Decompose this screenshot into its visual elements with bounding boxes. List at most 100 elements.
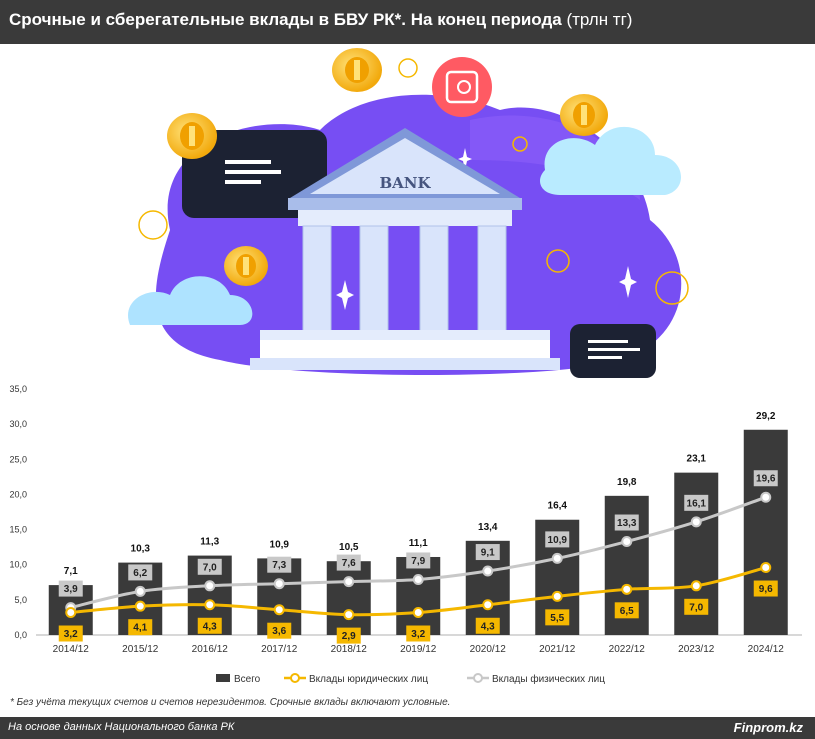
x-tick-label: 2015/12 <box>122 644 159 655</box>
legal-value-label: 2,9 <box>342 631 356 642</box>
chat-bubble-icon <box>182 130 327 218</box>
x-axis: 2014/12 2015/12 2016/12 2017/12 2018/12 2019/… <box>53 644 785 655</box>
bank-sign: BANK <box>379 174 431 192</box>
y-tick-label: 5,0 <box>14 595 27 605</box>
legal-value-label: 3,2 <box>411 629 425 640</box>
individual-point <box>690 516 702 528</box>
total-value-label: 19,8 <box>617 477 637 488</box>
individual-point <box>621 536 633 548</box>
safe-icon <box>432 57 492 117</box>
source-note: На основе данных Национального банка РК <box>8 721 235 733</box>
individual-label-box <box>58 580 83 597</box>
legend-label-total: Всего <box>234 674 261 685</box>
individual-value-label: 6,2 <box>133 568 147 579</box>
legal-label-box <box>684 598 709 615</box>
x-tick-label: 2023/12 <box>678 644 715 655</box>
x-tick-label: 2016/12 <box>192 644 229 655</box>
total-value-label: 16,4 <box>548 501 568 512</box>
bar-total <box>743 429 788 635</box>
legal-label-box <box>753 580 778 597</box>
legal-point <box>273 604 285 616</box>
footnote: * Без учёта текущих счетов и счетов нере… <box>10 697 451 708</box>
legal-label-box <box>58 625 83 642</box>
footer: На основе данных Национального банка РК … <box>0 717 815 739</box>
total-value-label: 23,1 <box>687 454 707 465</box>
brand-logo[interactable]: Finprom.kz <box>733 720 803 735</box>
total-value-label: 29,2 <box>756 411 776 422</box>
x-tick-label: 2019/12 <box>400 644 437 655</box>
legal-label-box <box>406 625 431 642</box>
x-tick-label: 2017/12 <box>261 644 298 655</box>
legend: Всего Вклады юридических лиц Вклады физиче… <box>216 673 605 685</box>
individual-label-box <box>684 494 709 511</box>
individual-point <box>204 580 216 592</box>
coin-icon <box>138 58 689 305</box>
legal-point <box>412 607 424 619</box>
chart-title: Срочные и сберегательные вклады в БВУ РК… <box>0 0 815 44</box>
legal-value-label: 4,1 <box>133 623 147 634</box>
legal-label-box <box>197 617 222 634</box>
x-tick-label: 2024/12 <box>748 644 785 655</box>
individual-value-label: 13,3 <box>617 518 637 529</box>
individual-value-label: 7,9 <box>411 556 425 567</box>
legal-value-label: 3,2 <box>64 629 78 640</box>
cloud-icon <box>128 276 253 325</box>
coin-icon <box>560 94 608 136</box>
individual-value-label: 10,9 <box>548 535 568 546</box>
y-tick-label: 20,0 <box>9 489 27 499</box>
individual-label-box <box>614 514 639 531</box>
legal-label-box <box>267 622 292 639</box>
y-tick-label: 25,0 <box>9 454 27 464</box>
legal-value-label: 3,6 <box>272 626 286 637</box>
individual-label-box <box>753 470 778 487</box>
individual-value-label: 16,1 <box>687 498 707 509</box>
legend-marker-legal <box>290 673 300 683</box>
legal-point <box>690 580 702 592</box>
legend-marker-individual <box>473 673 483 683</box>
individual-value-label: 7,6 <box>342 558 356 569</box>
coin-icon <box>167 113 217 159</box>
legal-value-label: 4,3 <box>203 621 217 632</box>
x-tick-label: 2018/12 <box>331 644 368 655</box>
total-value-label: 10,9 <box>270 539 290 550</box>
individual-value-label: 7,3 <box>272 560 286 571</box>
individual-point <box>551 552 563 564</box>
sparkle-icon <box>336 148 637 310</box>
legal-point <box>343 609 355 621</box>
individual-label-box <box>406 552 431 569</box>
legal-point <box>621 583 633 595</box>
legend-label-legal: Вклады юридических лиц <box>309 674 428 685</box>
legal-label-box <box>475 617 500 634</box>
legal-value-label: 6,5 <box>620 606 634 617</box>
deposits-chart: 0,05,010,015,020,025,030,035,0 2014/12 20… <box>9 384 802 685</box>
legal-point <box>760 562 772 574</box>
cloud-icon <box>540 126 682 195</box>
total-value-label: 13,4 <box>478 522 498 533</box>
individual-label-box <box>545 531 570 548</box>
legal-value-label: 7,0 <box>689 602 703 613</box>
y-tick-label: 35,0 <box>9 384 27 394</box>
individual-point <box>760 491 772 503</box>
title-unit: (трлн тг) <box>566 10 633 29</box>
individual-point <box>482 565 494 577</box>
legal-point <box>482 599 494 611</box>
individual-label-box <box>197 558 222 575</box>
bar-total <box>326 561 371 635</box>
bank-icon: BANK <box>250 128 560 370</box>
individual-point <box>412 573 424 585</box>
individual-point <box>134 585 146 597</box>
legal-label-box <box>614 602 639 619</box>
y-tick-label: 30,0 <box>9 419 27 429</box>
legend-swatch-total <box>216 674 230 682</box>
y-tick-label: 15,0 <box>9 525 27 535</box>
legal-value-label: 9,6 <box>759 584 773 595</box>
total-value-label: 7,1 <box>64 566 78 577</box>
total-value-label: 10,5 <box>339 542 359 553</box>
series-lines <box>65 491 772 621</box>
individual-label-box <box>336 554 361 571</box>
legal-value-label: 5,5 <box>550 613 564 624</box>
x-tick-label: 2014/12 <box>53 644 90 655</box>
individual-value-label: 7,0 <box>203 562 217 573</box>
total-value-label: 10,3 <box>131 544 151 555</box>
legal-point <box>65 607 77 619</box>
